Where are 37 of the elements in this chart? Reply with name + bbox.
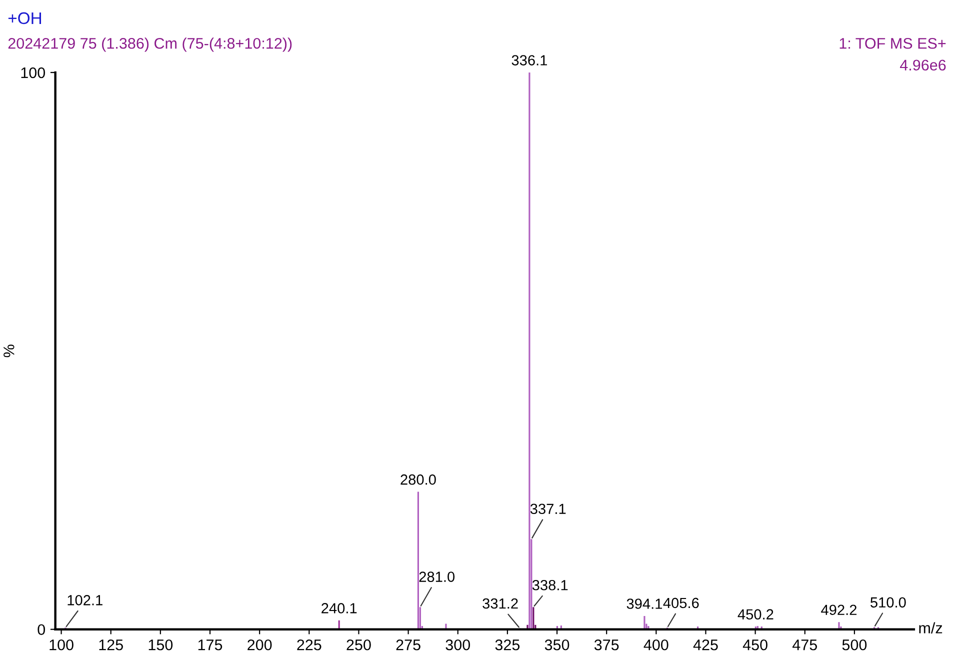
annotation: 394.1 xyxy=(626,598,662,609)
chart-title: +OH xyxy=(8,12,42,24)
x-tick-label: 125 xyxy=(99,639,123,650)
x-tick-label: 200 xyxy=(248,639,272,650)
x-tick-label: 250 xyxy=(346,639,371,650)
chart-subtitle: 20242179 75 (1.386) Cm (75-(4:8+10:12)) xyxy=(8,38,292,52)
annotation: 405.6 xyxy=(663,598,699,608)
x-tick-label: 100 xyxy=(50,639,74,650)
x-tick-label: 350 xyxy=(544,639,570,650)
x-tick-label: 375 xyxy=(594,639,619,650)
annotation: 102.1 xyxy=(68,595,102,606)
x-tick-label: 450 xyxy=(742,639,768,650)
annotation: 337.1 xyxy=(530,504,566,514)
x-tick-label: 175 xyxy=(198,640,222,650)
x-tick-label: 225 xyxy=(297,639,322,650)
x-axis-title: m/z xyxy=(919,622,942,634)
text: 1: TOF MS ES+ xyxy=(840,38,946,49)
annotation: 510.0 xyxy=(870,597,906,608)
annotation: 281.0 xyxy=(419,572,455,582)
x-tick-label: 275 xyxy=(396,639,420,650)
y-axis-title: % xyxy=(4,344,14,358)
y-tick-label: 0 xyxy=(38,624,46,636)
x-tick-label: 300 xyxy=(446,639,470,650)
x-tick-label: 500 xyxy=(842,639,867,650)
annotation: 492.2 xyxy=(821,604,856,616)
annotation: 280.0 xyxy=(400,474,436,485)
annotation: 240.1 xyxy=(322,603,357,614)
x-tick-label: 325 xyxy=(495,639,520,650)
x-tick-label: 150 xyxy=(148,639,173,650)
x-tick-label: 475 xyxy=(792,640,817,650)
x-tick-label: 425 xyxy=(693,639,718,650)
annotation: 450.2 xyxy=(738,609,774,620)
text: 4.96e6 xyxy=(900,60,946,71)
annotation: 336.1 xyxy=(512,55,547,66)
annotation: 338.1 xyxy=(532,580,568,590)
x-tick-label: 400 xyxy=(644,639,668,650)
annotation: 331.2 xyxy=(482,598,518,609)
